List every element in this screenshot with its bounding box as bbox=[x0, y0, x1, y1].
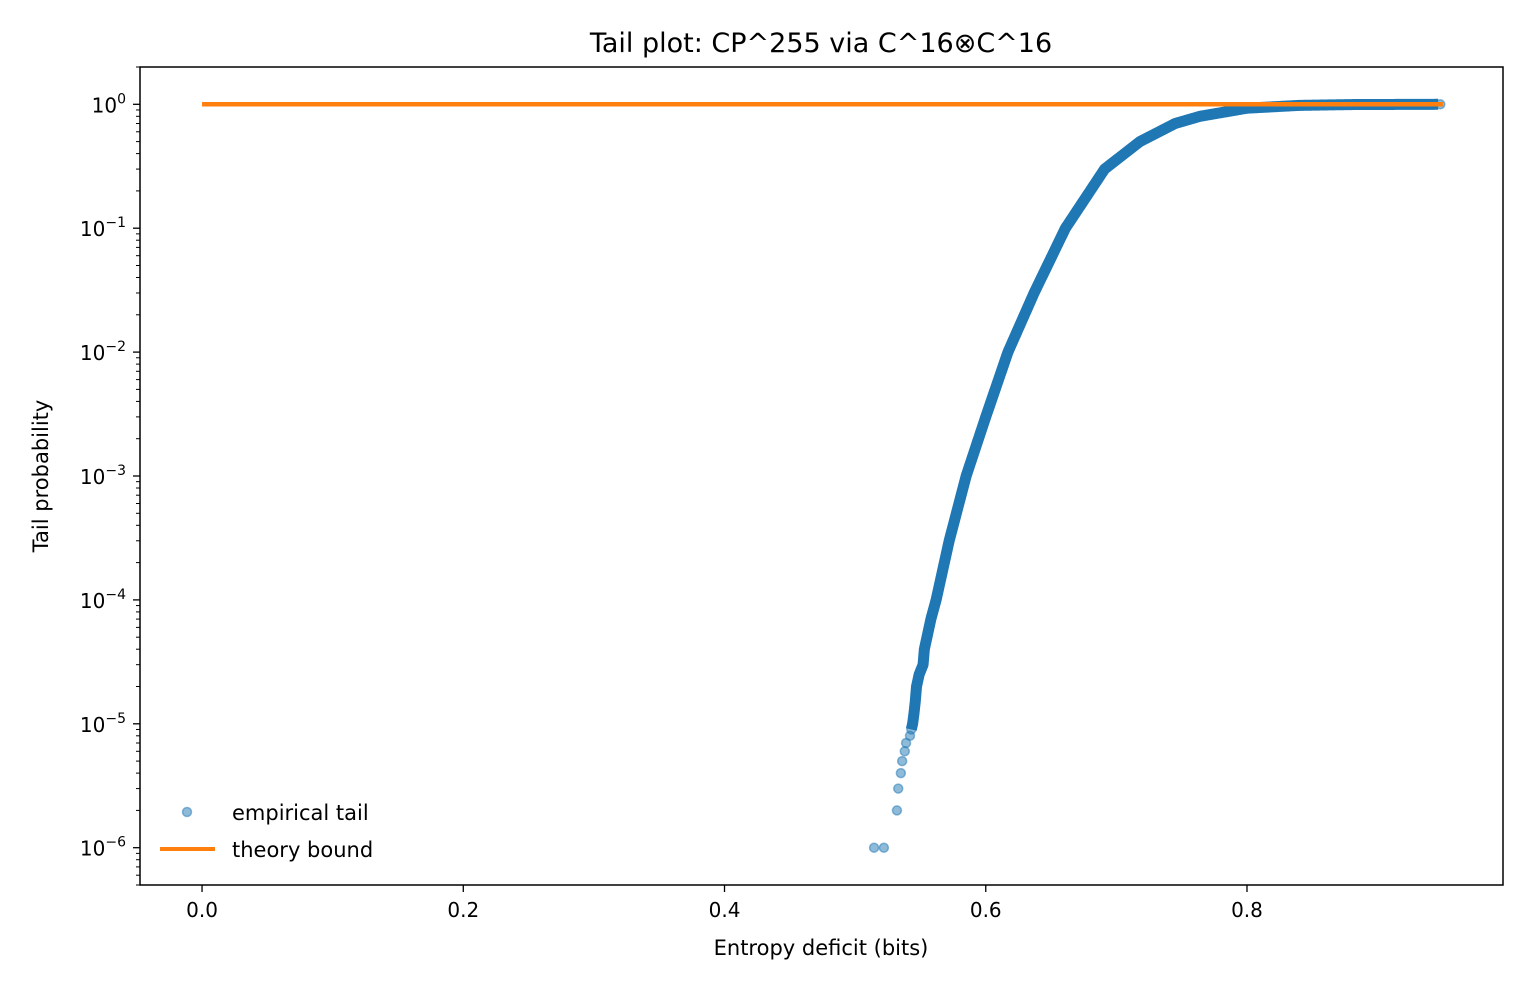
empirical-tail-point bbox=[980, 411, 992, 423]
empirical-tail-point bbox=[891, 805, 903, 816]
empirical-tail-point bbox=[911, 681, 922, 692]
empirical-tail-point bbox=[868, 842, 880, 853]
x-tick-label: 0.0 bbox=[186, 898, 218, 922]
empirical-tail-point bbox=[1134, 136, 1146, 147]
chart-title: Tail plot: CP^255 via C^16⊗C^16 bbox=[589, 28, 1052, 59]
legend: empirical tail theory bound bbox=[160, 801, 373, 862]
empirical-tail-point bbox=[1060, 222, 1071, 234]
x-tick-label: 0.6 bbox=[970, 898, 1002, 922]
empirical-tail-point bbox=[1099, 163, 1110, 175]
y-tick-label: 10−4 bbox=[80, 587, 126, 613]
empirical-tail-point bbox=[1002, 346, 1014, 358]
y-tick-label: 10−2 bbox=[80, 339, 126, 365]
y-tick-label: 10−3 bbox=[80, 463, 126, 489]
empirical-tail-point bbox=[960, 470, 972, 482]
empirical-tail-point bbox=[925, 613, 937, 625]
empirical-tail-point bbox=[878, 842, 890, 853]
empirical-tail-point bbox=[919, 643, 930, 655]
legend-label-theory: theory bound bbox=[232, 838, 373, 862]
y-tick-label: 10−6 bbox=[80, 835, 126, 861]
empirical-tail-point bbox=[913, 669, 925, 680]
y-tick-label: 10−5 bbox=[80, 711, 126, 737]
empirical-tail-point bbox=[909, 696, 921, 708]
x-axis-label: Entropy deficit (bits) bbox=[714, 936, 929, 960]
legend-marker-empirical bbox=[181, 806, 193, 818]
empirical-tail-point bbox=[899, 746, 911, 757]
empirical-tail-point bbox=[896, 755, 908, 767]
empirical-tail-point bbox=[943, 535, 955, 547]
empirical-tail-point bbox=[892, 783, 904, 794]
empirical-tail-point bbox=[1169, 118, 1181, 129]
y-tick-label: 10−1 bbox=[80, 215, 126, 241]
x-tick-label: 0.2 bbox=[447, 898, 479, 922]
empirical-tail-point bbox=[1194, 111, 1206, 122]
empirical-tail-point bbox=[921, 631, 933, 643]
empirical-tail-point bbox=[930, 594, 942, 606]
y-tick-label: 100 bbox=[92, 91, 126, 117]
empirical-tail-point bbox=[907, 718, 918, 730]
empirical-tail-point bbox=[1028, 287, 1040, 299]
x-tick-label: 0.4 bbox=[709, 898, 741, 922]
x-tick-label: 0.8 bbox=[1231, 898, 1263, 922]
empirical-tail-point bbox=[895, 767, 907, 779]
plot-frame bbox=[139, 66, 1504, 886]
empirical-tail-point bbox=[908, 708, 920, 720]
empirical-tail-point bbox=[917, 659, 929, 670]
y-axis-label: Tail probability bbox=[29, 400, 53, 554]
legend-label-empirical: empirical tail bbox=[232, 801, 369, 825]
